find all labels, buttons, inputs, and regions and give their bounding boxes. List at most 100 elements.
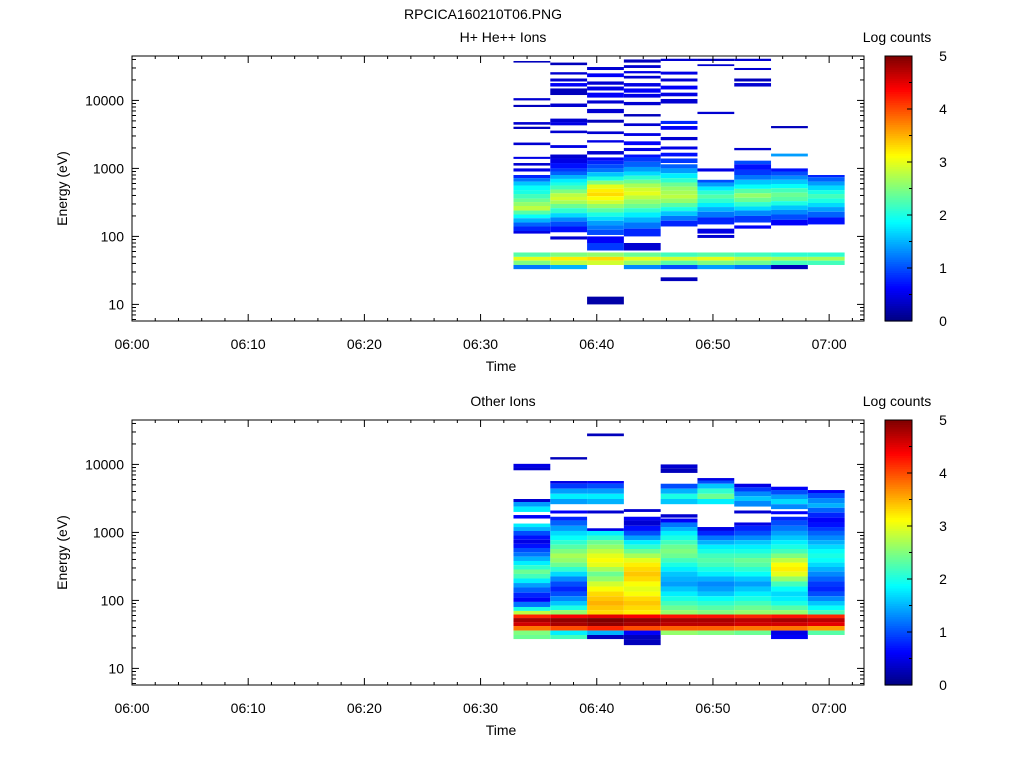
heatmap-cell — [550, 88, 588, 96]
heatmap-cell — [771, 525, 808, 531]
colorbar-swatch — [885, 590, 912, 593]
heatmap-cell — [734, 522, 772, 526]
colorbar-swatch — [885, 665, 912, 668]
heatmap-cell — [623, 605, 661, 611]
colorbar-swatch — [885, 58, 912, 62]
heatmap-cell — [587, 622, 624, 627]
colorbar-swatch — [885, 501, 912, 505]
colorbar-swatch — [885, 150, 912, 154]
heatmap-cell — [660, 71, 698, 75]
heatmap-cell — [623, 525, 661, 531]
colorbar-swatch — [885, 239, 912, 243]
colorbar-swatch — [885, 133, 912, 137]
heatmap-cell — [734, 553, 772, 559]
heatmap-cell — [513, 606, 551, 611]
heatmap-cell — [587, 488, 624, 494]
heatmap-cell — [807, 185, 845, 191]
colorbar-swatch — [885, 305, 912, 309]
heatmap-cell — [550, 168, 588, 172]
colorbar-swatch — [885, 62, 912, 66]
heatmap-cell — [623, 516, 661, 521]
colorbar-label: Log counts — [863, 29, 932, 45]
colorbar-swatch — [885, 215, 912, 218]
heatmap-cell — [660, 522, 698, 528]
heatmap-cell — [550, 158, 588, 164]
heatmap-cell — [550, 601, 588, 606]
colorbar-tick-label: 5 — [939, 412, 947, 428]
colorbar-swatch — [885, 228, 912, 232]
heatmap-cell — [660, 530, 698, 536]
colorbar-swatch — [885, 71, 912, 75]
heatmap-cell — [550, 236, 588, 240]
heatmap-cell — [660, 136, 698, 141]
heatmap-cell — [623, 88, 661, 93]
heatmap-cell — [550, 103, 588, 108]
heatmap-cell — [623, 157, 661, 162]
colorbar-swatch — [885, 647, 912, 651]
x-axis-label: Time — [486, 358, 517, 374]
heatmap-cell — [660, 514, 698, 518]
heatmap-cell — [587, 614, 624, 619]
heatmap-cell — [550, 130, 588, 134]
heatmap-cell — [623, 183, 661, 188]
heatmap-cell — [623, 93, 661, 98]
heatmap-cell — [623, 520, 661, 526]
y-axis-label: Energy (eV) — [54, 515, 70, 590]
colorbar-swatch — [885, 184, 912, 187]
colorbar-swatch — [885, 237, 912, 240]
colorbar-swatch — [885, 627, 912, 631]
heatmap-cell — [807, 630, 845, 635]
heatmap-cell — [807, 586, 845, 592]
colorbar-swatch — [885, 450, 912, 454]
colorbar-swatch — [885, 561, 912, 565]
heatmap-cell — [587, 168, 624, 173]
colorbar: 0 1 2 3 4 5 Log counts — [863, 29, 947, 329]
heatmap-cell — [734, 581, 772, 587]
heatmap-cell — [513, 547, 551, 553]
colorbar-swatch — [885, 660, 912, 664]
heatmap-cell — [587, 212, 624, 217]
heatmap-cell — [587, 196, 624, 201]
y-tick-label: 10 — [108, 660, 124, 676]
colorbar-swatch — [885, 490, 912, 494]
colorbar-swatch — [885, 503, 912, 507]
heatmap-cell — [807, 571, 845, 577]
colorbar-swatch — [885, 656, 912, 660]
heatmap-cell — [660, 527, 698, 531]
panel-title: H+ He++ Ions — [460, 29, 547, 45]
colorbar-swatch — [885, 192, 912, 196]
heatmap-cell — [587, 586, 624, 592]
heatmap-cell — [734, 596, 772, 601]
heatmap-cell — [660, 173, 698, 179]
heatmap-cell — [734, 169, 772, 175]
heatmap-cell — [660, 591, 698, 597]
colorbar-label: Log counts — [863, 393, 932, 409]
heatmap-cell — [623, 123, 661, 127]
colorbar-swatch — [885, 532, 912, 536]
colorbar-swatch — [885, 159, 912, 163]
heatmap-cell — [587, 605, 624, 611]
x-tick-label: 07:00 — [812, 700, 847, 716]
heatmap-cell — [550, 520, 588, 526]
colorbar-swatch — [885, 243, 912, 247]
colorbar-swatch — [885, 190, 912, 194]
heatmap-cell — [550, 163, 588, 169]
heatmap-cell — [623, 567, 661, 572]
x-tick-label: 07:00 — [812, 336, 847, 352]
heatmap-cell — [734, 78, 772, 82]
heatmap-cell — [587, 81, 624, 85]
colorbar-tick-label: 2 — [939, 571, 947, 587]
colorbar-swatch — [885, 93, 912, 97]
heatmap-cell — [623, 154, 661, 158]
heatmap-cell — [550, 614, 588, 619]
heatmap-cell — [550, 626, 588, 631]
heatmap-cell — [734, 67, 772, 71]
colorbar-swatch — [885, 314, 912, 318]
heatmap-cell — [513, 252, 551, 257]
spectrogram-panel-2: 06:00 06:10 06:20 06:30 06:40 06:50 07:0010100… — [54, 393, 947, 738]
heatmap-cell — [660, 168, 698, 174]
heatmap-cell — [587, 483, 624, 489]
heatmap-cell — [623, 581, 661, 587]
heatmap-cell — [550, 571, 588, 577]
heatmap-cell — [697, 182, 735, 187]
